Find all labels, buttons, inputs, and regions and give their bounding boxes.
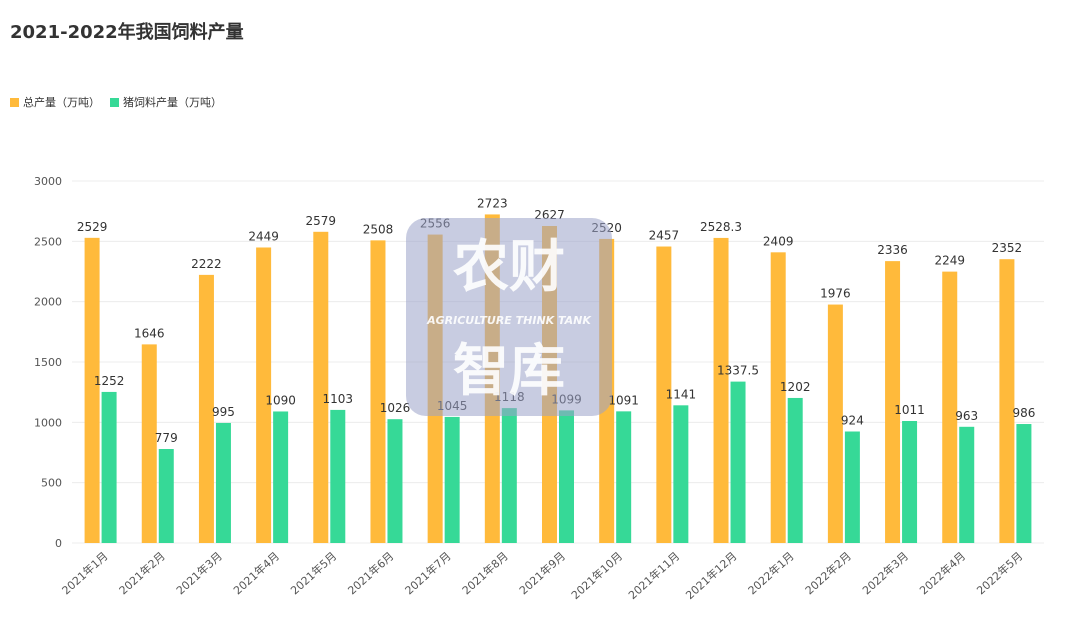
x-tick-label: 2021年3月: [173, 549, 225, 598]
y-tick-label: 1000: [34, 416, 62, 429]
legend-label-pig: 猪饲料产量（万吨）: [123, 96, 222, 109]
data-label-pig: 1090: [265, 393, 296, 407]
legend-item-pig[interactable]: 猪饲料产量（万吨）: [110, 94, 222, 110]
bar-pig: [215, 422, 231, 543]
x-tick-label: 2022年1月: [745, 549, 797, 598]
watermark-logo: 农财 AGRICULTURE THINK TANK 智库: [406, 218, 612, 416]
data-label-total: 2409: [763, 234, 794, 248]
data-label-total: 2579: [306, 214, 337, 228]
bar-pig: [387, 419, 403, 543]
data-label-pig: 1141: [666, 387, 697, 401]
legend-item-total[interactable]: 总产量（万吨）: [10, 94, 100, 110]
data-label-pig: 1252: [94, 374, 125, 388]
bar-pig: [959, 426, 975, 543]
x-tick-label: 2022年3月: [859, 549, 911, 598]
bar-total: [313, 231, 329, 543]
bar-pig: [673, 405, 689, 543]
y-tick-label: 0: [55, 537, 62, 550]
data-label-total: 1646: [134, 326, 165, 340]
x-tick-label: 2021年12月: [683, 549, 740, 602]
bar-total: [942, 271, 958, 543]
x-tick-label: 2022年5月: [974, 549, 1026, 598]
data-label-pig: 1026: [380, 401, 411, 415]
data-label-total: 2352: [992, 241, 1023, 255]
data-label-pig: 1202: [780, 380, 811, 394]
bar-pig: [330, 409, 346, 543]
watermark-text-bottom: 智库: [453, 339, 565, 404]
bar-pig: [844, 431, 860, 543]
legend: 总产量（万吨） 猪饲料产量（万吨）: [10, 94, 222, 110]
bar-pig: [1016, 424, 1032, 543]
bar-pig: [158, 449, 174, 543]
watermark-text-top: 农财: [453, 235, 565, 300]
x-tick-label: 2021年6月: [345, 549, 397, 598]
x-tick-label: 2021年1月: [59, 549, 111, 598]
x-tick-label: 2021年7月: [402, 549, 454, 598]
bar-pig: [902, 421, 918, 543]
bar-total: [827, 304, 843, 543]
bar-total: [370, 240, 386, 544]
data-label-total: 2528.3: [700, 220, 742, 234]
data-label-total: 2457: [649, 229, 680, 243]
x-tick-label: 2021年5月: [288, 549, 340, 598]
x-tick-label: 2022年2月: [802, 549, 854, 598]
data-label-pig: 779: [155, 431, 178, 445]
bar-pig: [730, 381, 746, 543]
bar-total: [885, 261, 901, 543]
bar-total: [256, 247, 272, 543]
bar-pig: [559, 410, 574, 543]
bar-pig: [444, 416, 460, 543]
bar-total: [141, 344, 157, 543]
bar-total: [770, 252, 786, 543]
x-tick-label: 2021年8月: [459, 549, 511, 598]
bar-total: [198, 274, 214, 543]
bar-pig: [616, 411, 632, 543]
data-label-pig: 963: [955, 409, 978, 423]
bar-pig: [501, 408, 517, 543]
y-tick-label: 1500: [34, 356, 62, 369]
data-label-pig: 995: [212, 405, 235, 419]
data-label-pig: 1091: [608, 393, 639, 407]
data-label-total: 2222: [191, 257, 222, 271]
data-label-total: 2723: [477, 196, 508, 210]
data-label-total: 2449: [248, 229, 279, 243]
data-label-total: 2336: [877, 243, 908, 257]
y-tick-label: 3000: [34, 175, 62, 188]
x-tick-label: 2021年4月: [230, 549, 282, 598]
chart-title: 2021-2022年我国饲料产量: [10, 22, 244, 43]
bar-total: [656, 246, 672, 543]
data-label-pig: 1337.5: [717, 364, 759, 378]
x-tick-label: 2021年11月: [625, 549, 682, 602]
data-label-pig: 1103: [323, 392, 354, 406]
x-tick-label: 2021年10月: [568, 549, 625, 602]
legend-swatch-pig: [110, 97, 119, 107]
bar-total: [713, 237, 729, 544]
legend-swatch-total: [10, 97, 19, 107]
data-label-pig: 1011: [894, 403, 925, 417]
watermark-text-sub: AGRICULTURE THINK TANK: [426, 314, 592, 327]
data-label-pig: 924: [841, 414, 864, 428]
data-label-pig: 986: [1012, 406, 1035, 420]
data-label-total: 2508: [363, 222, 394, 236]
y-tick-label: 2000: [34, 296, 62, 309]
y-tick-label: 2500: [34, 235, 62, 248]
data-label-total: 1976: [820, 287, 851, 301]
legend-label-total: 总产量（万吨）: [23, 96, 100, 109]
bar-pig: [787, 397, 803, 543]
bar-total: [999, 259, 1015, 543]
y-tick-label: 500: [41, 477, 62, 490]
data-label-total: 2529: [77, 220, 108, 234]
bar-pig: [101, 391, 117, 543]
x-tick-label: 2022年4月: [917, 549, 969, 598]
x-tick-label: 2021年2月: [116, 549, 168, 598]
x-tick-label: 2021年9月: [516, 549, 568, 598]
data-label-total: 2249: [934, 254, 965, 268]
bar-pig: [273, 411, 289, 543]
bar-total: [84, 237, 100, 544]
